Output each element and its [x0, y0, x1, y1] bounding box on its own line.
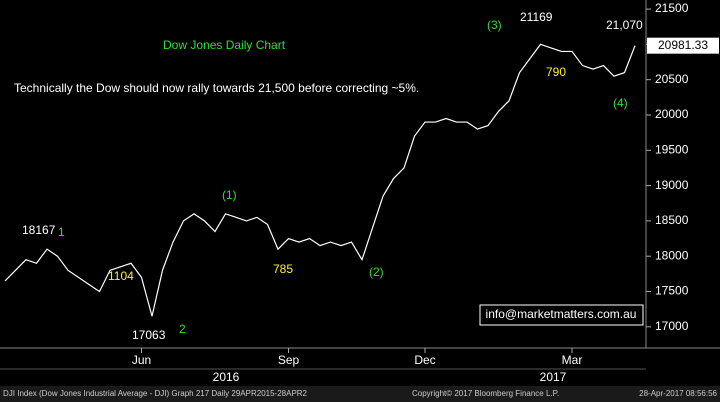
footer-copyright: Copyright© 2017 Bloomberg Finance L.P. [412, 389, 559, 398]
annotation: 1104 [108, 269, 134, 283]
annotation: 1 [58, 225, 65, 239]
annotation: 790 [546, 65, 566, 79]
y-tick-label: 17000 [655, 319, 689, 333]
y-tick-label: 19000 [655, 178, 689, 192]
y-tick-label: 18000 [655, 248, 689, 262]
footer-date: 28-Apr-2017 08:56:56 [639, 389, 717, 398]
y-tick-label: 17500 [655, 284, 689, 298]
annotation: 785 [273, 262, 293, 276]
annotation: 21,070 [606, 18, 643, 32]
x-tick-label: Dec [414, 353, 435, 367]
annotation: (3) [487, 18, 502, 32]
y-tick-label: 20500 [655, 72, 689, 86]
footer-bar [0, 386, 720, 402]
last-price-box [647, 37, 719, 54]
annotation: 17063 [132, 328, 166, 342]
contact: info@marketmatters.com.au [486, 307, 637, 321]
annotation: (4) [613, 96, 628, 110]
footer-left: DJI Index (Dow Jones Industrial Average … [3, 389, 308, 398]
annotation: 18167 [22, 223, 56, 237]
y-tick-label: 20000 [655, 107, 689, 121]
subtitle: Technically the Dow should now rally tow… [14, 81, 419, 95]
y-tick-label: 18500 [655, 213, 689, 227]
last-price-label: 20981.33 [658, 38, 708, 52]
y-tick-label: 21500 [655, 1, 689, 15]
price-line [4, 43, 636, 317]
year-label: 2017 [540, 370, 567, 384]
annotation: 2 [179, 322, 186, 336]
annotation: (2) [369, 265, 384, 279]
chart-title: Dow Jones Daily Chart [163, 38, 286, 52]
year-label: 2016 [213, 370, 240, 384]
contact-box [479, 304, 644, 326]
annotation: (1) [222, 188, 237, 202]
x-tick-label: Jun [132, 353, 151, 367]
x-tick-label: Sep [278, 353, 300, 367]
x-tick-label: Mar [562, 353, 583, 367]
y-tick-label: 19500 [655, 142, 689, 156]
annotation: 21169 [520, 10, 553, 24]
